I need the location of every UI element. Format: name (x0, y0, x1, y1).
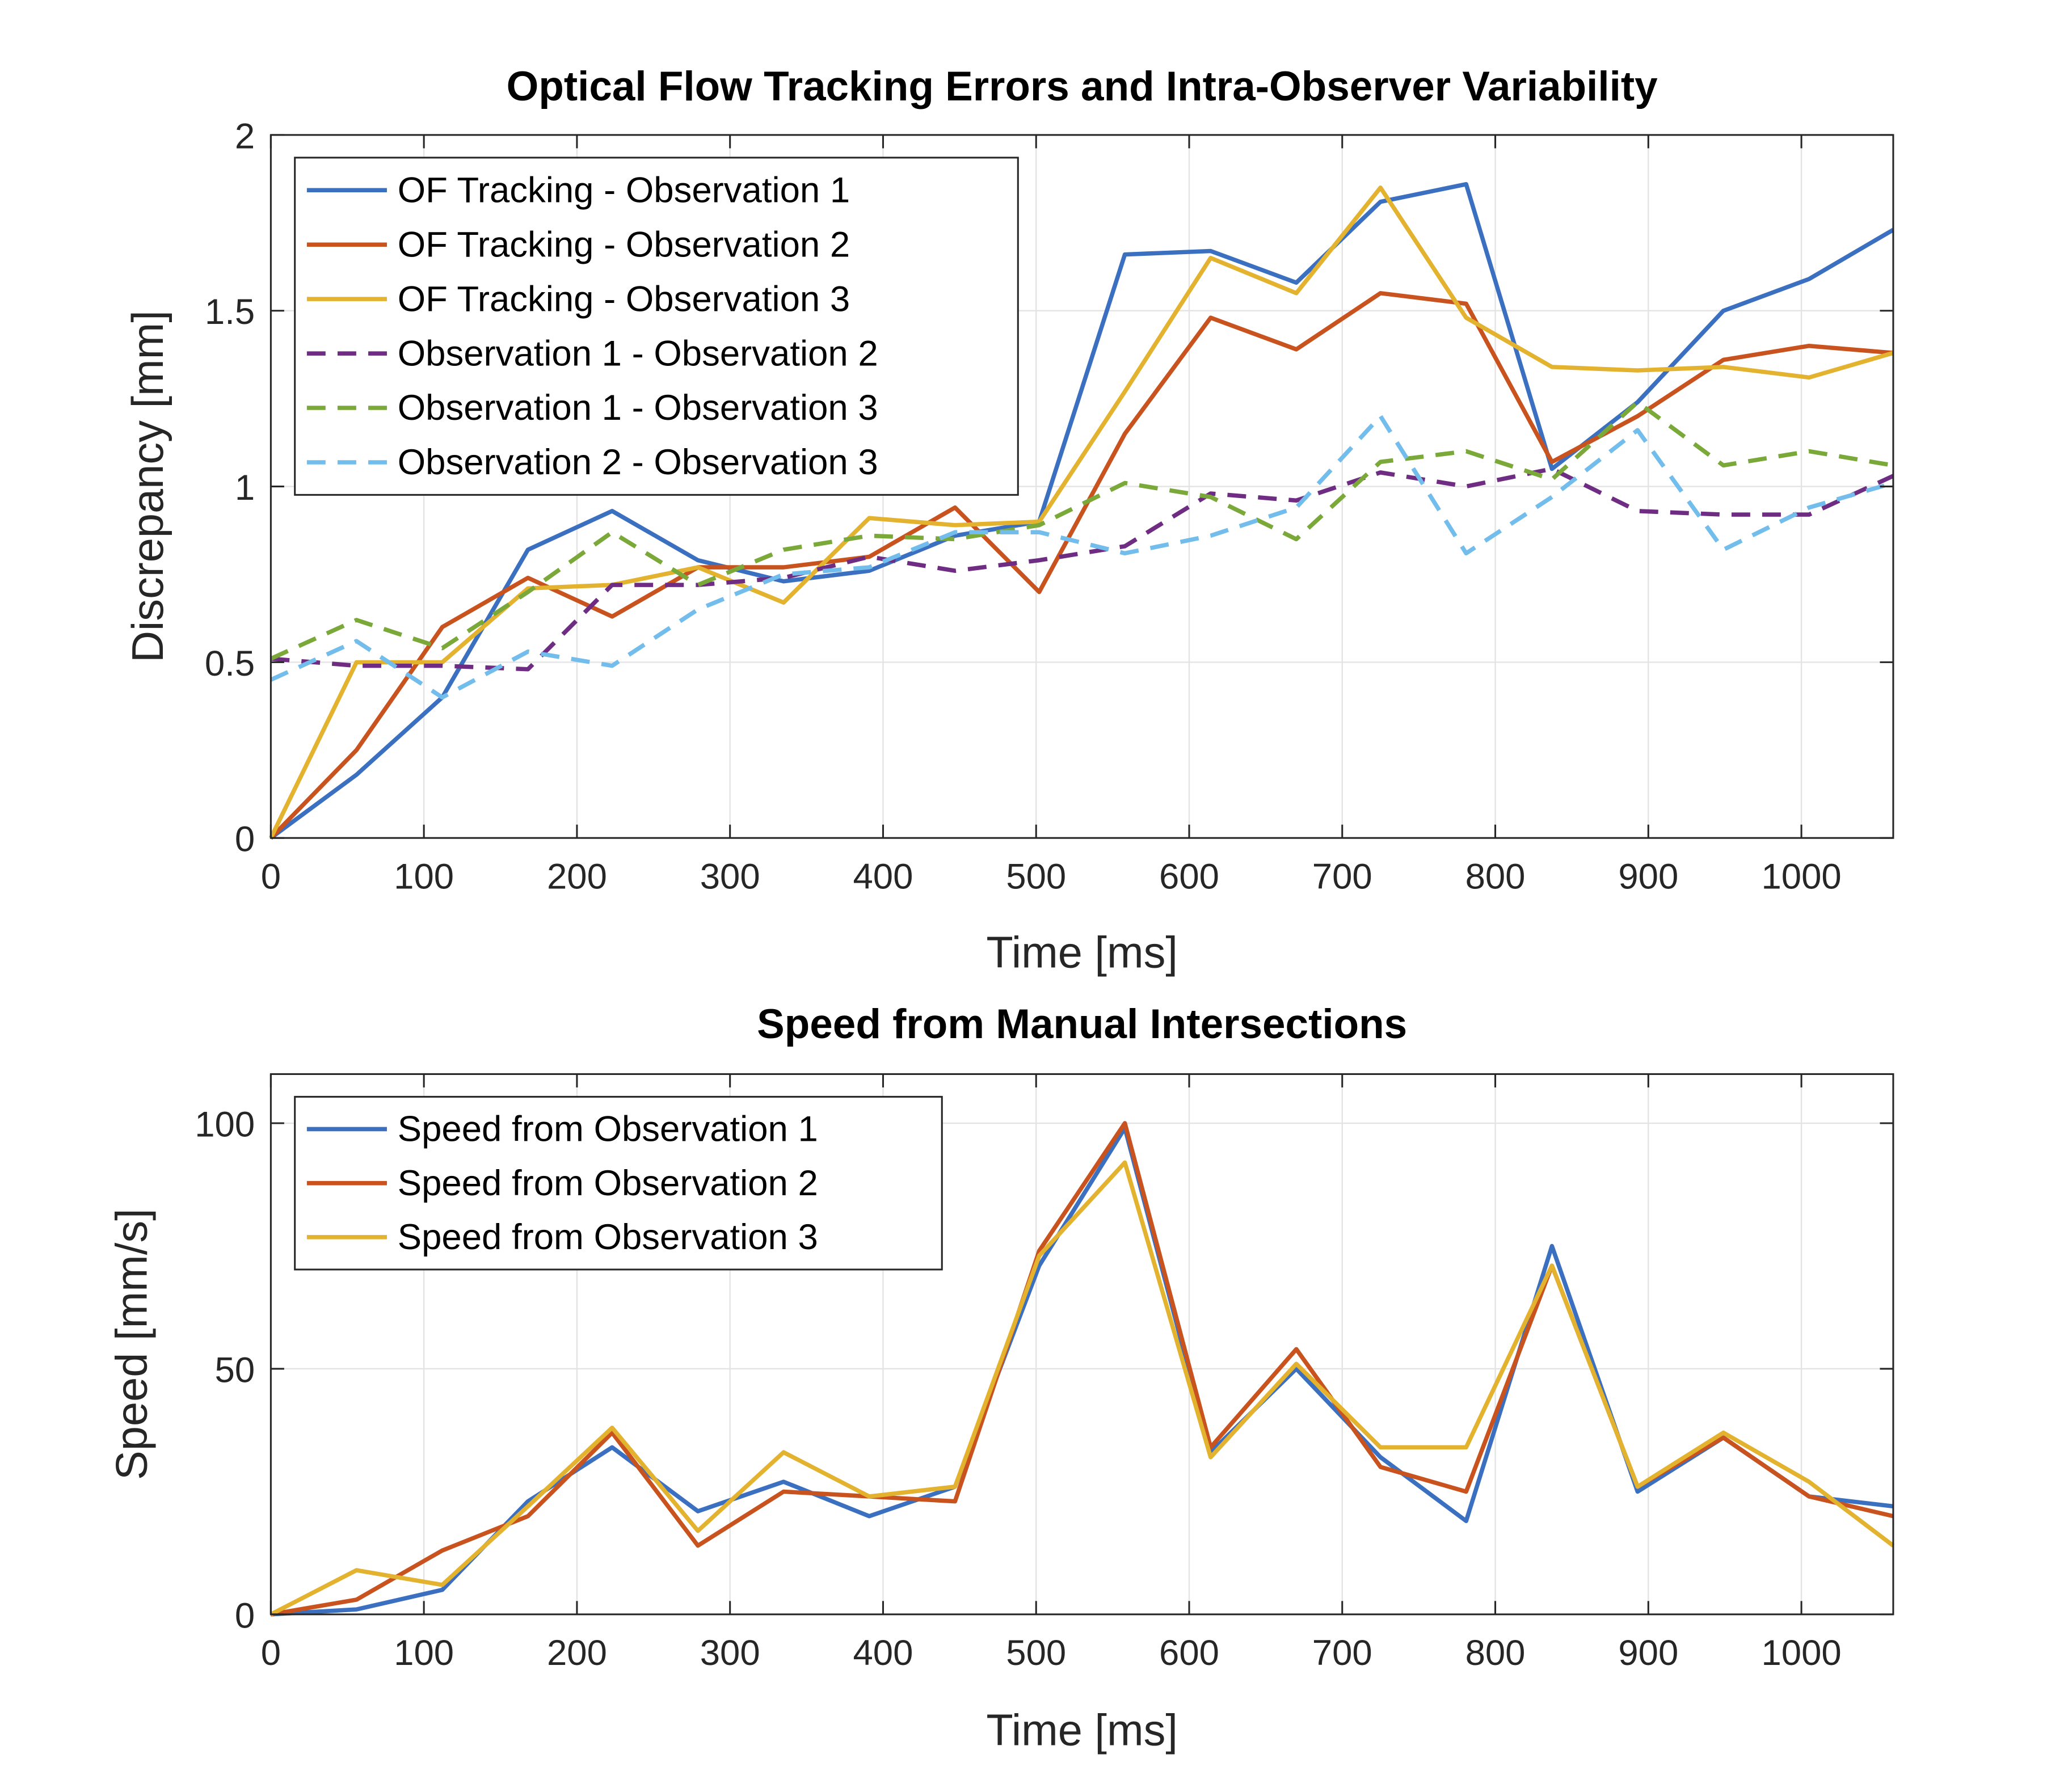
y-tick-label: 0.5 (205, 644, 255, 684)
x-tick-label: 600 (1159, 857, 1219, 897)
legend-label: Observation 1 - Observation 3 (398, 388, 878, 428)
x-tick-label: 400 (853, 857, 913, 897)
x-tick-label: 0 (261, 857, 281, 897)
x-tick-label: 400 (853, 1633, 913, 1673)
legend-label: Speed from Observation 1 (398, 1110, 818, 1149)
legend-label: OF Tracking - Observation 1 (398, 170, 850, 210)
x-tick-label: 800 (1465, 857, 1526, 897)
y-tick-label: 1 (235, 468, 255, 508)
legend-label: OF Tracking - Observation 3 (398, 279, 850, 319)
legend-label: OF Tracking - Observation 2 (398, 225, 850, 264)
legend: Speed from Observation 1 Speed from Obser… (294, 1095, 943, 1271)
x-tick-label: 300 (700, 857, 760, 897)
x-tick-label: 500 (1006, 1633, 1066, 1673)
y-tick-label: 0 (235, 1596, 255, 1635)
legend: OF Tracking - Observation 1 OF Tracking -… (294, 157, 1019, 496)
y-axis-label: Speed [mm/s] (108, 1208, 157, 1480)
x-tick-label: 900 (1618, 1633, 1678, 1673)
series-line-6 (269, 414, 1894, 700)
series-line-2 (269, 291, 1894, 840)
x-tick-label: 700 (1312, 857, 1372, 897)
y-axis-label: Discrepancy [mm] (124, 310, 172, 663)
chart-2: 0 100 200 300 400 500 600 700 800 900 1000 0 50 100 Sp… (108, 1001, 1895, 1755)
series-line-3 (269, 1160, 1895, 1617)
x-tick-label: 200 (547, 857, 607, 897)
series-line-5 (269, 400, 1894, 661)
chart-title: Speed from Manual Intersections (757, 1001, 1407, 1047)
x-tick-label: 100 (394, 1633, 454, 1673)
legend-box (294, 157, 1019, 496)
legend-label: Speed from Observation 3 (398, 1217, 818, 1257)
x-tick-label: 1000 (1761, 857, 1841, 897)
legend-label: Observation 1 - Observation 2 (398, 334, 878, 373)
axes-box (269, 1073, 1894, 1616)
legend-box (294, 1095, 943, 1271)
x-tick-label: 200 (547, 1633, 607, 1673)
x-tick-label: 0 (261, 1633, 281, 1673)
chart-title: Optical Flow Tracking Errors and Intra-O… (507, 64, 1658, 109)
y-tick-label: 0 (235, 820, 255, 859)
y-tick-label: 1.5 (205, 292, 255, 332)
x-tick-label: 500 (1006, 857, 1066, 897)
x-tick-label: 800 (1465, 1633, 1526, 1673)
x-tick-label: 100 (394, 857, 454, 897)
x-tick-label: 600 (1159, 1633, 1219, 1673)
y-tick-label: 100 (195, 1105, 255, 1145)
chart-1: 0 100 200 300 400 500 600 700 800 900 1000 0 0.5 1 1.5… (124, 64, 1894, 977)
x-tick-label: 1000 (1761, 1633, 1841, 1673)
x-axis-label: Time [ms] (986, 1706, 1178, 1755)
x-tick-label: 300 (700, 1633, 760, 1673)
x-tick-label: 900 (1618, 857, 1678, 897)
legend-label: Observation 2 - Observation 3 (398, 442, 878, 482)
y-tick-label: 2 (235, 116, 255, 156)
x-tick-label: 700 (1312, 1633, 1372, 1673)
legend-label: Speed from Observation 2 (398, 1163, 818, 1203)
x-axis-label: Time [ms] (986, 928, 1178, 977)
y-tick-label: 50 (215, 1350, 255, 1390)
series-line-3 (268, 185, 1894, 839)
